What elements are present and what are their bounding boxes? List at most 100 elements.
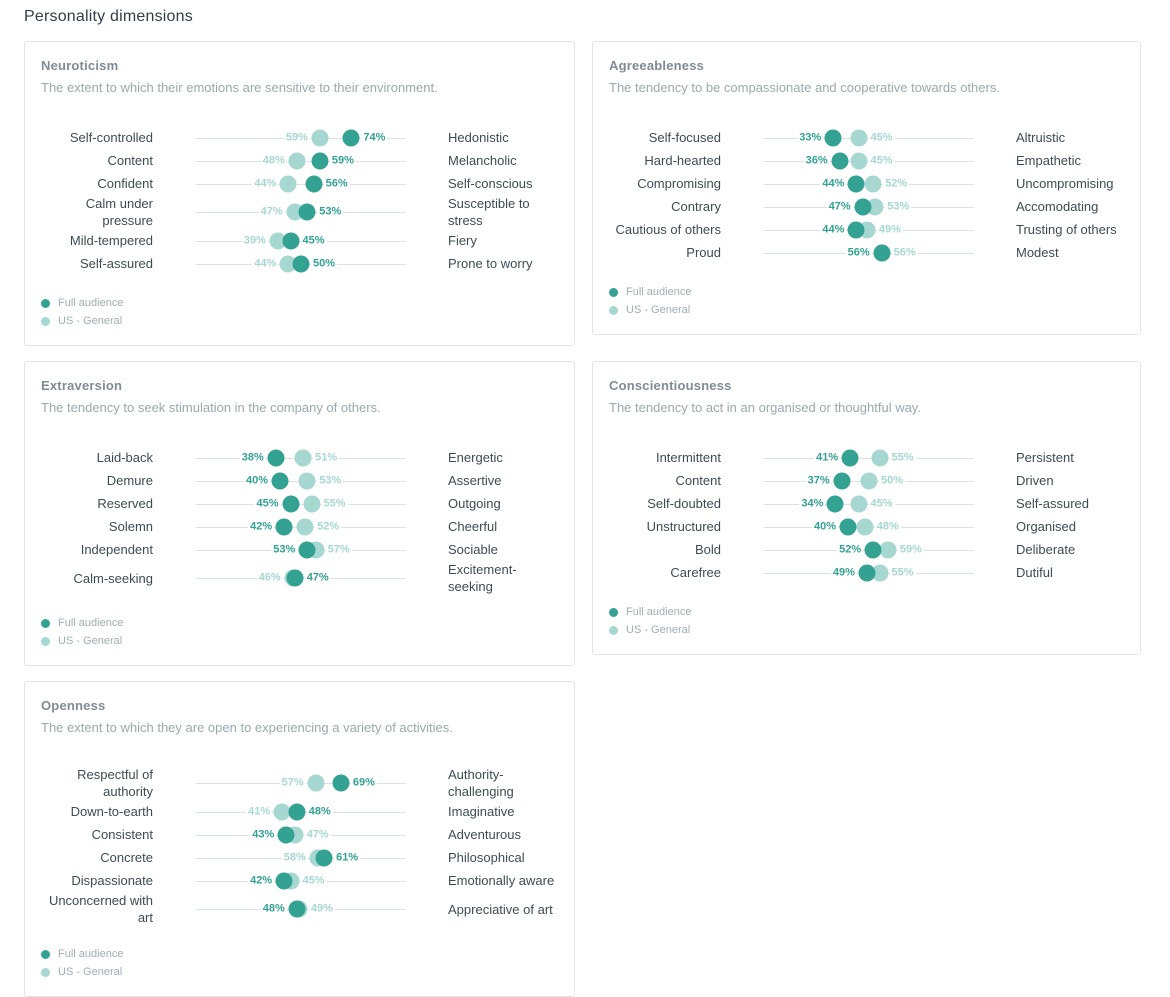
left-trait-label: Laid-back: [96, 450, 153, 465]
full-audience-value: 56%: [323, 177, 350, 190]
legend-item: Full audience: [41, 297, 558, 309]
left-trait-label: Independent: [80, 542, 153, 557]
left-trait-label: Self-controlled: [69, 130, 153, 145]
trait-row: Content 48% 59% Melancholic: [41, 149, 558, 172]
full-audience-dot: [275, 518, 293, 535]
trait-row: Self-focused 33% 45% Altruistic: [609, 126, 1124, 149]
right-trait-label: Deliberate: [1016, 542, 1076, 557]
trait-row: Self-controlled 59% 74% Hedonistic: [41, 126, 558, 149]
right-trait-label: Authority-challenging: [448, 767, 514, 799]
full-audience-value: 47%: [826, 200, 853, 213]
full-audience-dot: [854, 198, 872, 215]
dot-track: 48% 59%: [196, 149, 406, 172]
right-trait-label: Modest: [1016, 245, 1059, 260]
left-trait-label: Mild-tempered: [69, 233, 153, 248]
legend-dot-icon: [609, 287, 618, 297]
dot-track: 41% 55%: [764, 446, 974, 469]
us-general-dot: [879, 541, 897, 558]
full-audience-value: 59%: [329, 154, 356, 167]
us-general-value: 52%: [883, 177, 910, 190]
legend-label: Full audience: [58, 617, 124, 629]
us-general-dot: [296, 518, 314, 535]
full-audience-value: 34%: [799, 497, 826, 510]
right-trait-label: Imaginative: [448, 804, 515, 819]
legend: Full audience US - General: [609, 606, 1124, 636]
trait-row: Carefree 49% 55% Dutiful: [609, 561, 1124, 584]
dot-track: 46% 47%: [196, 567, 406, 590]
full-audience-value: 40%: [243, 474, 270, 487]
us-general-dot: [311, 129, 329, 146]
full-audience-value: 53%: [271, 543, 298, 556]
legend-dot-icon: [41, 967, 50, 977]
legend-dot-icon: [609, 625, 618, 635]
full-audience-value: 41%: [814, 451, 841, 464]
right-trait-label: Prone to worry: [448, 256, 533, 271]
trait-row: Self-doubted 34% 45% Self-assured: [609, 492, 1124, 515]
trait-row: Reserved 45% 55% Outgoing: [41, 492, 558, 515]
right-trait-label: Empathetic: [1016, 153, 1082, 168]
full-audience-dot: [332, 774, 350, 792]
legend-item: US - General: [41, 966, 558, 978]
legend-label: US - General: [58, 315, 123, 327]
us-general-value: 45%: [868, 497, 895, 510]
us-general-value: 58%: [281, 851, 308, 864]
legend-item: US - General: [41, 315, 558, 327]
left-trait-label: Self-doubted: [647, 496, 721, 511]
us-general-value: 39%: [241, 234, 268, 247]
left-trait-label: Solemn: [108, 519, 153, 534]
us-general-dot: [866, 198, 884, 215]
full-audience-value: 45%: [300, 234, 327, 247]
us-general-dot: [294, 449, 312, 466]
left-trait-label: Content: [675, 473, 721, 488]
us-general-value: 41%: [246, 805, 273, 818]
legend-item: Full audience: [609, 286, 1124, 298]
us-general-value: 49%: [308, 902, 335, 916]
us-general-dot: [307, 774, 325, 792]
left-trait-label: Carefree: [670, 565, 721, 580]
legend-item: US - General: [609, 624, 1124, 636]
us-general-value: 45%: [300, 874, 327, 887]
full-audience-value: 47%: [304, 571, 331, 585]
legend-dot-icon: [41, 949, 50, 959]
full-audience-value: 74%: [361, 131, 388, 144]
trait-row: Respectful of authority 57% 69% Authority-c…: [41, 766, 558, 800]
trait-row: Consistent 43% 47% Adventurous: [41, 823, 558, 846]
legend-dot-icon: [609, 607, 618, 617]
dot-track: 33% 45%: [764, 126, 974, 149]
full-audience-value: 43%: [250, 828, 277, 841]
trait-row: Demure 40% 53% Assertive: [41, 469, 558, 492]
left-trait-label: Proud: [686, 245, 721, 260]
legend-dot-icon: [41, 618, 50, 628]
legend-label: Full audience: [58, 297, 124, 309]
dot-track: 57% 69%: [196, 772, 406, 795]
right-trait-label: Appreciative of art: [448, 901, 553, 917]
legend-item: US - General: [41, 635, 558, 647]
legend-dot-icon: [41, 316, 50, 326]
full-audience-value: 61%: [334, 851, 361, 864]
card-title: Neuroticism: [41, 58, 119, 73]
dimension-card: Agreeableness The tendency to be compass…: [592, 41, 1141, 335]
dot-track: 44% 52%: [764, 172, 974, 195]
full-audience-value: 45%: [254, 497, 281, 510]
left-trait-label: Self-assured: [80, 256, 153, 271]
legend-label: US - General: [58, 635, 123, 647]
left-trait-label: Confident: [97, 176, 153, 191]
left-trait-label: Demure: [106, 473, 153, 488]
us-general-value: 55%: [889, 451, 916, 464]
right-trait-label: Sociable: [448, 542, 498, 557]
full-audience-dot: [282, 232, 299, 249]
full-audience-value: 44%: [820, 177, 847, 190]
full-audience-dot: [873, 244, 891, 261]
right-trait-label: Dutiful: [1016, 565, 1053, 580]
left-trait-label: Down-to-earth: [70, 804, 153, 819]
trait-row: Contrary 47% 53% Accomodating: [609, 195, 1124, 218]
left-trait-label: Calm-seeking: [73, 570, 153, 586]
legend-item: Full audience: [41, 948, 558, 960]
trait-row: Dispassionate 42% 45% Emotionally aware: [41, 869, 558, 892]
full-audience-dot: [824, 129, 842, 146]
full-audience-value: 48%: [260, 902, 287, 916]
dot-track: 44% 56%: [196, 172, 406, 195]
card-title: Agreeableness: [609, 58, 705, 73]
track-line: [196, 183, 406, 185]
